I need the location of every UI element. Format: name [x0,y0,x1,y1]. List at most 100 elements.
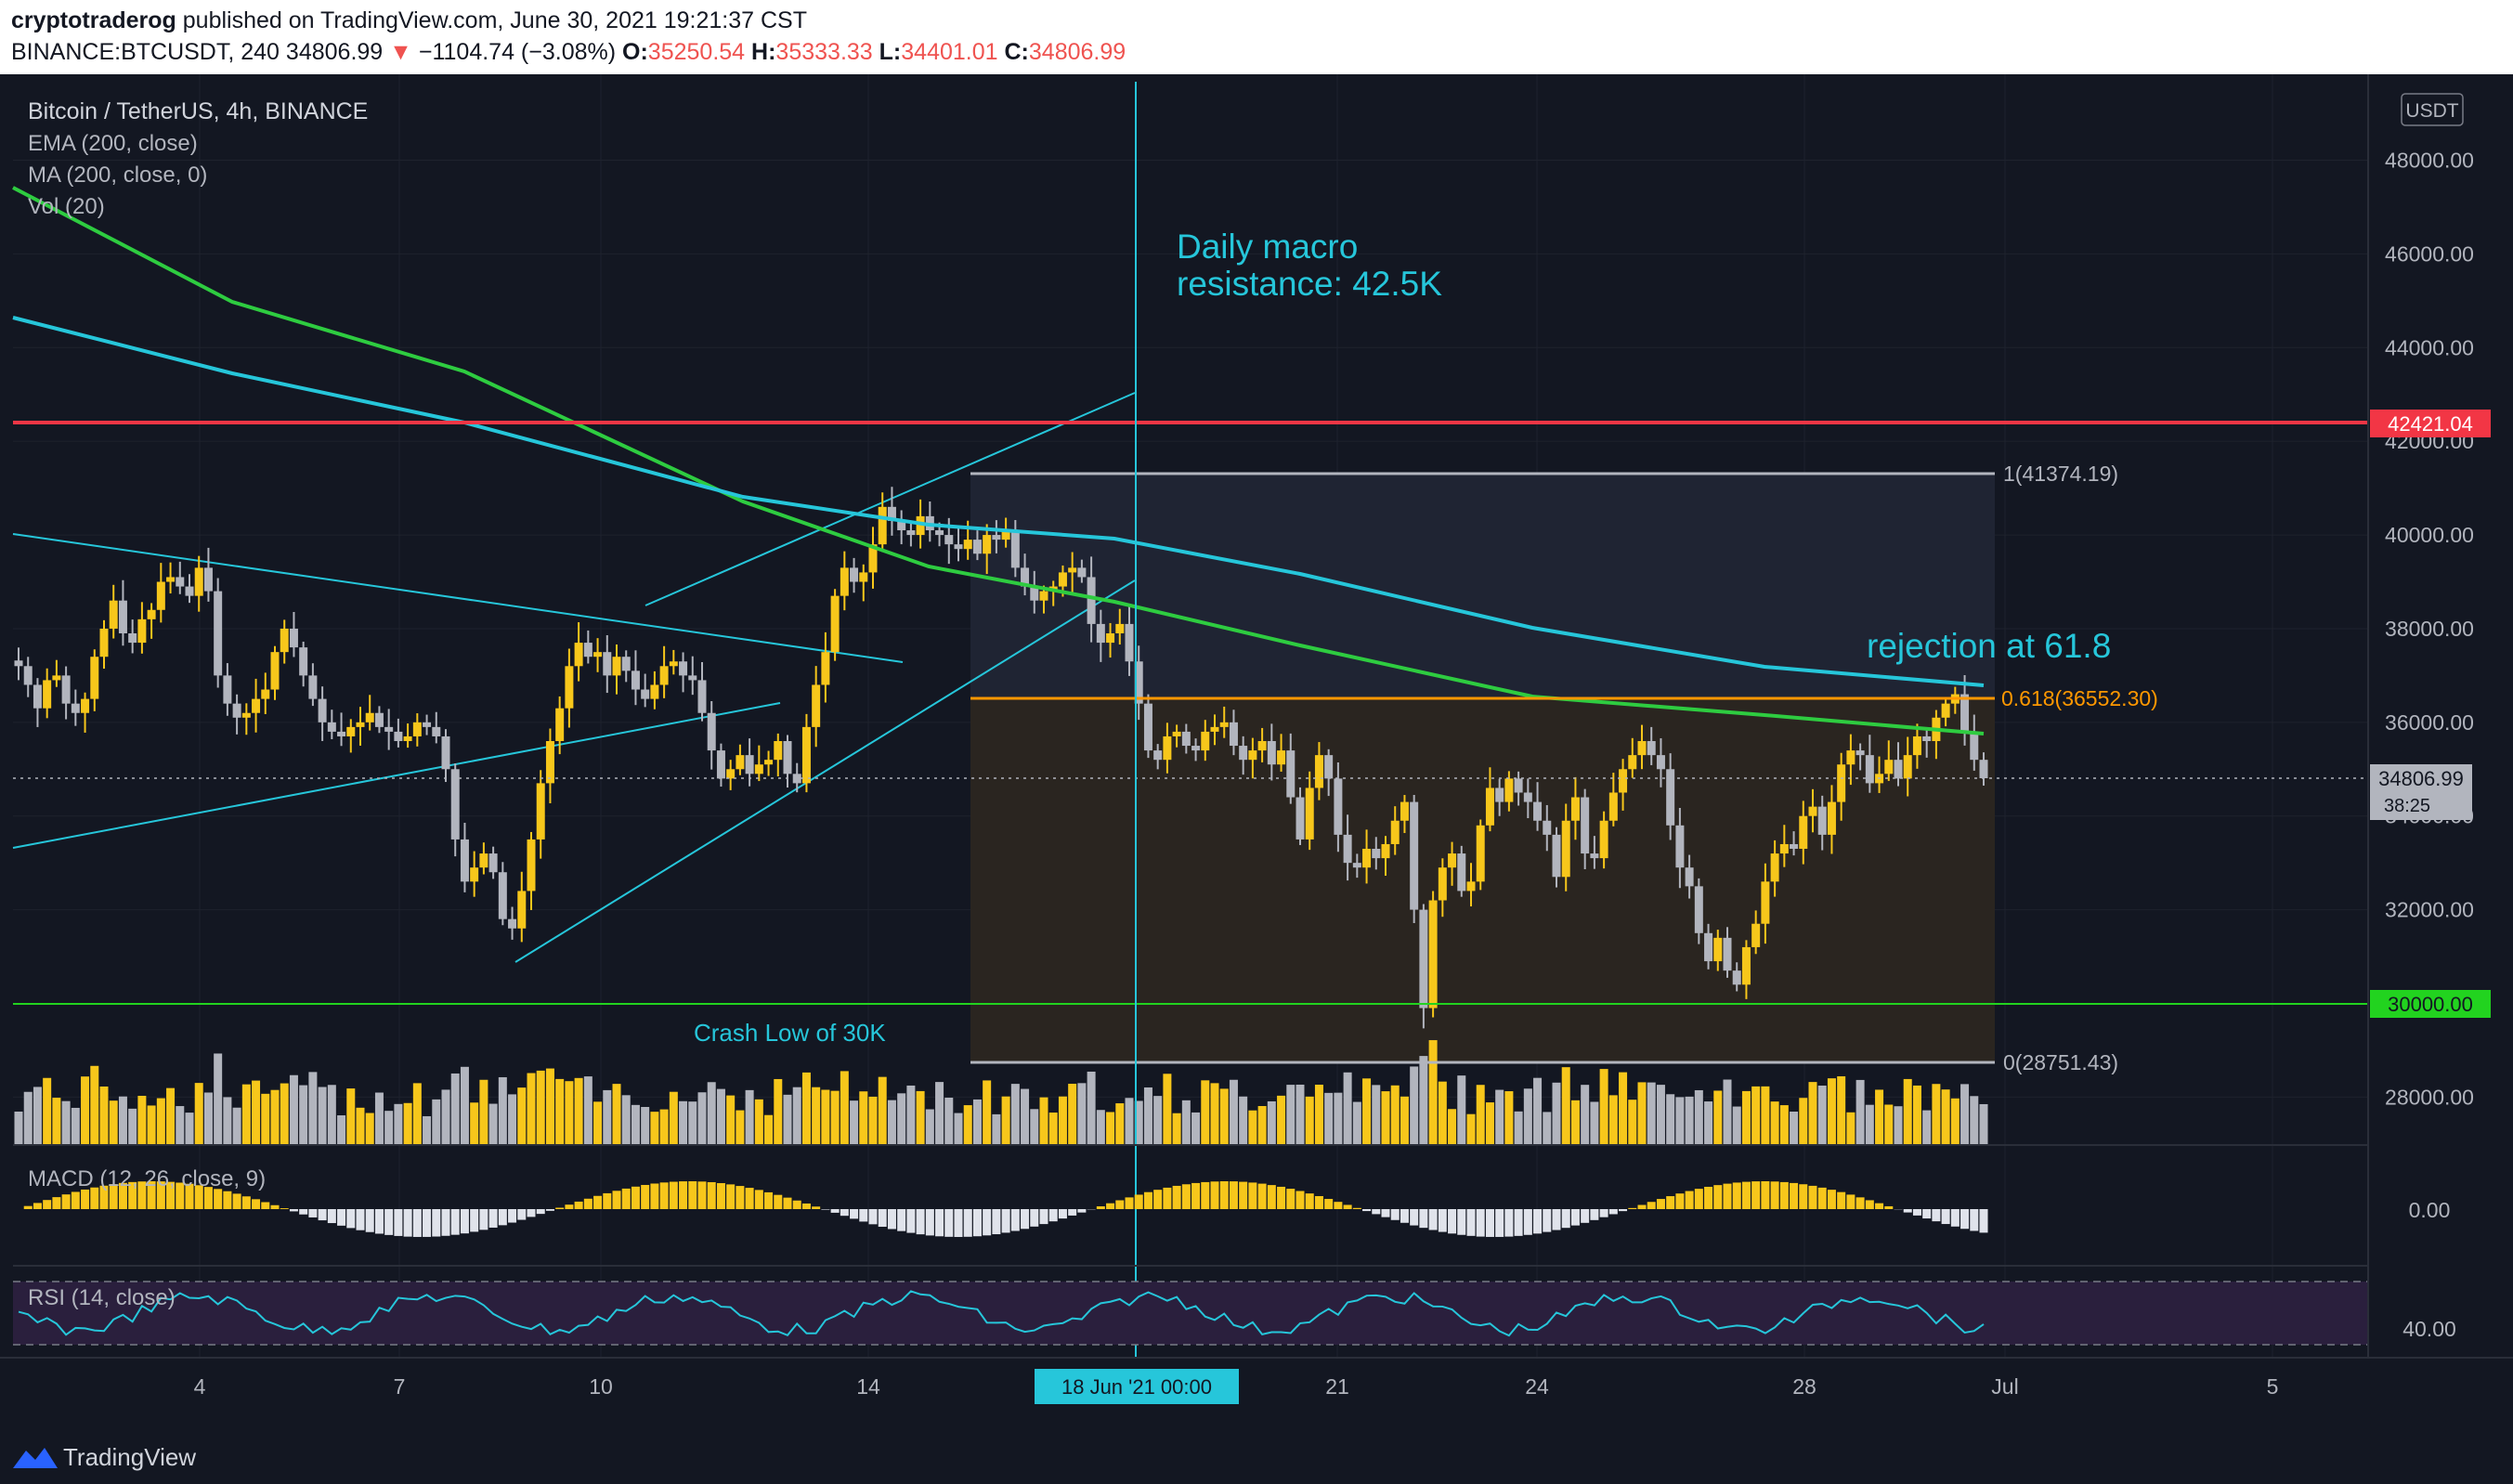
volume-bar [1048,1113,1058,1144]
rejection-annotation: rejection at 61.8 [1867,627,2111,665]
candle [1903,755,1912,779]
support-price-tag [2370,990,2491,1018]
volume-bar [498,1076,507,1144]
open-value: 35250.54 [647,39,746,65]
candle [1457,853,1466,892]
volume-bar [441,1089,450,1144]
candle [679,661,688,676]
macd-bar [897,1209,906,1231]
volume-bar [1685,1096,1694,1144]
trendline-asc-channel[interactable] [514,579,1136,963]
candle [593,652,603,657]
candle [14,660,23,667]
volume-bar [1058,1096,1067,1144]
candle [1001,530,1010,540]
macd-bar [1419,1209,1428,1229]
macd-bar [868,1209,878,1225]
volume-bar [109,1100,118,1144]
candle [916,515,925,536]
macd-bar [1523,1209,1532,1235]
time-tick-label: 5 [2267,1374,2279,1399]
volume-bar [1694,1089,1703,1144]
brand-name[interactable]: TradingView [63,1443,197,1471]
candle [1960,694,1970,732]
candle [252,698,261,713]
candle [1495,788,1504,802]
author-name[interactable]: cryptotraderog [11,7,176,33]
volume-bar [223,1097,232,1144]
macd-bar [830,1209,840,1213]
candle [508,918,517,929]
candle [1570,797,1580,821]
macd-bar [1970,1209,1979,1231]
trendline-asc-upper[interactable] [645,392,1136,606]
support-price-tag-text: 30000.00 [2388,993,2473,1016]
macd-bar [1827,1190,1836,1209]
macd-bar [1201,1181,1210,1209]
macd-bar [118,1182,127,1209]
volume-bar [859,1091,868,1144]
time-tick-label: Jul [1991,1374,2018,1399]
volume-bar [840,1071,849,1144]
macd-bar [223,1191,232,1209]
ma-200-line[interactable] [12,186,1985,735]
volume-bar [736,1110,745,1144]
price-axis[interactable]: 48000.0046000.0044000.0042000.0040000.00… [2385,149,2474,1110]
candle [726,769,736,779]
volume-bar [1021,1088,1030,1144]
volume-bar [1741,1090,1751,1144]
candle [1912,735,1921,756]
candle [479,853,488,868]
trendline-asc-lower[interactable] [12,702,781,849]
volume-bar [1125,1098,1134,1144]
macro-annotation-line1: Daily macro [1177,228,1358,266]
volume-bar [327,1085,336,1144]
macd-bar [954,1209,963,1237]
volume-bar [365,1113,374,1144]
candle [346,726,356,736]
macd-bar [318,1209,327,1221]
currency-badge[interactable] [2401,93,2464,126]
macd-bar [736,1186,745,1209]
volume-bar [1428,1040,1438,1144]
volume-bar [1941,1089,1950,1144]
high-value: 35333.33 [775,39,873,65]
macd-bar [1647,1202,1656,1209]
macd-bar [1181,1184,1191,1209]
macd-bar [365,1209,374,1232]
candle [241,712,251,718]
macd-bar [1694,1189,1703,1209]
candle [840,567,849,596]
candle [118,600,127,633]
volume-bar [252,1080,261,1144]
price-tick-label: 48000.00 [2385,149,2474,173]
volume-bar [488,1103,498,1144]
macd-bar [1476,1209,1485,1237]
macd-bar [261,1202,270,1209]
volume-bar [621,1095,631,1144]
volume-bar [764,1114,774,1144]
macd-bar [983,1209,992,1236]
macd-bar [450,1209,460,1235]
macd-bar [1799,1184,1808,1209]
time-axis[interactable]: 4 7 10 14 21 24 28 Jul 5 [194,1374,2279,1399]
candle [1068,567,1077,573]
volume-bar [1390,1085,1400,1144]
candle [176,577,185,587]
volume-bar [1808,1082,1817,1144]
volume-bar [1855,1079,1865,1144]
candle [1115,623,1125,633]
volume-bar [545,1068,554,1144]
volume-bar [1410,1066,1419,1144]
tradingview-logo-icon[interactable] [11,1443,59,1471]
ema-200-line[interactable] [12,316,1985,687]
volume-bar [194,1083,203,1144]
volume-bar [944,1098,954,1144]
candle [1428,900,1438,1009]
trendline-desc[interactable] [12,533,904,663]
volume-bar [147,1105,156,1144]
price-tick-label: 32000.00 [2385,898,2474,922]
macd-bar [536,1209,545,1215]
price-chart[interactable]: 1(41374.19) 0.618(36552.30) 0(28751.43) … [0,74,2513,1430]
candle [194,567,203,596]
